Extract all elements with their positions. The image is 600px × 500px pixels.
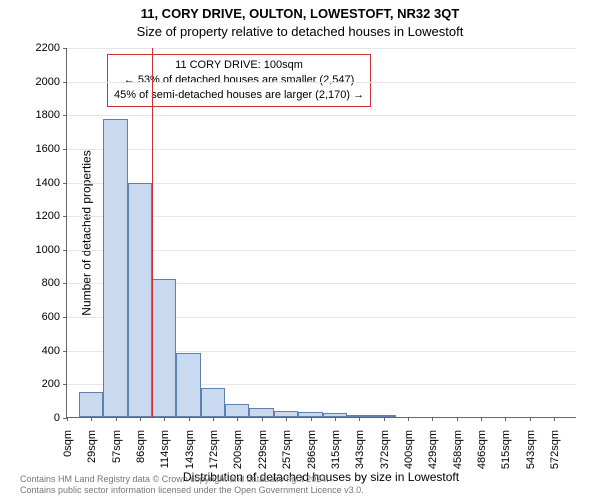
ytick-mark [63, 351, 67, 352]
histogram-bar [225, 404, 249, 417]
xtick-mark [481, 417, 482, 421]
xtick-label: 400sqm [403, 430, 415, 480]
histogram-bar [176, 353, 200, 417]
xtick-mark [457, 417, 458, 421]
xtick-label: 572sqm [549, 430, 561, 480]
xtick-mark [335, 417, 336, 421]
ytick-label: 0 [20, 412, 60, 424]
ytick-label: 200 [20, 378, 60, 390]
xtick-label: 172sqm [208, 430, 220, 480]
ytick-mark [63, 48, 67, 49]
xtick-label: 429sqm [427, 430, 439, 480]
xtick-label: 372sqm [379, 430, 391, 480]
xtick-label: 200sqm [232, 430, 244, 480]
xtick-label: 0sqm [62, 430, 74, 480]
xtick-mark [530, 417, 531, 421]
xtick-label: 57sqm [111, 430, 123, 480]
ytick-label: 1800 [20, 109, 60, 121]
reference-line [152, 48, 153, 417]
chart-title-line2: Size of property relative to detached ho… [0, 24, 600, 39]
xtick-label: 315sqm [330, 430, 342, 480]
xtick-label: 343sqm [354, 430, 366, 480]
reference-annotation-box: 11 CORY DRIVE: 100sqm ← 53% of detached … [107, 54, 371, 107]
ytick-mark [63, 82, 67, 83]
chart-title-line1: 11, CORY DRIVE, OULTON, LOWESTOFT, NR32 … [0, 6, 600, 21]
histogram-bar [152, 279, 176, 417]
xtick-mark [384, 417, 385, 421]
ytick-mark [63, 317, 67, 318]
ytick-mark [63, 216, 67, 217]
ytick-mark [63, 250, 67, 251]
xtick-mark [189, 417, 190, 421]
xtick-mark [116, 417, 117, 421]
gridline-h [67, 82, 576, 83]
xtick-mark [237, 417, 238, 421]
ytick-mark [63, 149, 67, 150]
xtick-label: 114sqm [159, 430, 171, 480]
ytick-label: 2200 [20, 42, 60, 54]
ytick-label: 1600 [20, 143, 60, 155]
chart-plot-area: 11 CORY DRIVE: 100sqm ← 53% of detached … [66, 48, 576, 418]
xtick-label: 286sqm [306, 430, 318, 480]
gridline-h [67, 149, 576, 150]
xtick-mark [359, 417, 360, 421]
xtick-mark [408, 417, 409, 421]
xtick-mark [432, 417, 433, 421]
xtick-mark [262, 417, 263, 421]
ytick-mark [63, 283, 67, 284]
histogram-bar [128, 183, 152, 417]
ytick-label: 800 [20, 277, 60, 289]
gridline-h [67, 48, 576, 49]
xtick-label: 86sqm [135, 430, 147, 480]
xtick-mark [286, 417, 287, 421]
ytick-mark [63, 183, 67, 184]
histogram-bar [201, 388, 225, 417]
xtick-mark [91, 417, 92, 421]
xtick-label: 257sqm [281, 430, 293, 480]
ytick-label: 600 [20, 311, 60, 323]
xtick-label: 543sqm [525, 430, 537, 480]
xtick-label: 229sqm [257, 430, 269, 480]
histogram-bar [249, 408, 273, 417]
footer-line2: Contains public sector information licen… [20, 485, 364, 496]
xtick-label: 515sqm [500, 430, 512, 480]
xtick-mark [311, 417, 312, 421]
xtick-label: 486sqm [476, 430, 488, 480]
xtick-label: 458sqm [452, 430, 464, 480]
histogram-bar [103, 119, 127, 417]
ytick-label: 1200 [20, 210, 60, 222]
xtick-mark [140, 417, 141, 421]
xtick-mark [213, 417, 214, 421]
ytick-label: 1400 [20, 177, 60, 189]
ytick-label: 400 [20, 345, 60, 357]
xtick-label: 29sqm [86, 430, 98, 480]
ytick-mark [63, 115, 67, 116]
ytick-mark [63, 384, 67, 385]
xtick-mark [554, 417, 555, 421]
xtick-label: 143sqm [184, 430, 196, 480]
xtick-mark [67, 417, 68, 421]
ytick-label: 2000 [20, 76, 60, 88]
xtick-mark [164, 417, 165, 421]
histogram-bar [79, 392, 103, 417]
xtick-mark [505, 417, 506, 421]
ytick-label: 1000 [20, 244, 60, 256]
gridline-h [67, 115, 576, 116]
